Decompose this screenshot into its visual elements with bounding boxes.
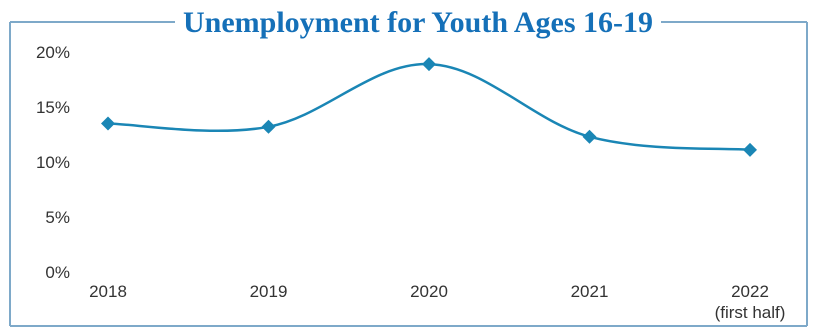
chart-title: Unemployment for Youth Ages 16-19 bbox=[183, 6, 653, 39]
y-tick-label: 15% bbox=[36, 98, 70, 117]
data-point-marker bbox=[261, 119, 276, 134]
x-tick-sublabel: (first half) bbox=[715, 303, 786, 322]
y-tick-label: 10% bbox=[36, 153, 70, 172]
y-tick-label: 5% bbox=[45, 208, 70, 227]
x-tick-label: 2021 bbox=[571, 282, 609, 301]
data-point-marker bbox=[582, 129, 597, 144]
x-tick-label: 2020 bbox=[410, 282, 448, 301]
chart-border bbox=[9, 21, 808, 327]
y-axis-ticks: 0% 5% 10% 15% 20% bbox=[36, 43, 70, 282]
x-axis-ticks: 2018 2019 2020 2021 2022 (first half) bbox=[89, 282, 785, 322]
x-tick-label: 2022 bbox=[731, 282, 769, 301]
y-tick-label: 0% bbox=[45, 263, 70, 282]
y-tick-label: 20% bbox=[36, 43, 70, 62]
data-point-marker bbox=[101, 116, 115, 131]
x-tick-label: 2018 bbox=[89, 282, 127, 301]
x-tick-label: 2019 bbox=[250, 282, 288, 301]
data-point-marker bbox=[422, 57, 436, 72]
data-point-marker bbox=[743, 142, 757, 157]
series-group bbox=[101, 57, 757, 157]
series-line bbox=[107, 62, 751, 152]
